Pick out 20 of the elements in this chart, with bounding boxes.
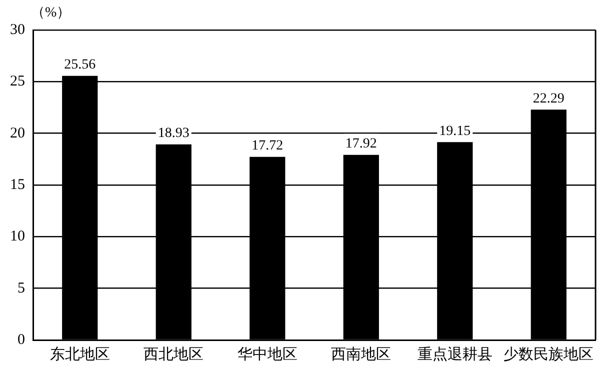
data-label: 18.93: [158, 126, 190, 142]
y-tick-label: 15: [10, 176, 25, 193]
x-tick-label: 重点退耕县: [417, 346, 492, 363]
x-tick-label: 东北地区: [50, 346, 110, 363]
x-tick-label: 西北地区: [144, 346, 204, 363]
data-label: 25.56: [64, 58, 96, 73]
data-label: 17.72: [252, 138, 284, 154]
y-tick-label: 5: [18, 280, 25, 296]
y-tick-label: 30: [10, 22, 25, 38]
y-tick-label: 20: [10, 125, 25, 142]
data-label: 17.92: [345, 136, 377, 152]
y-tick-label: 25: [10, 74, 25, 90]
data-label: 22.29: [532, 91, 564, 106]
y-axis-title: （%）: [31, 6, 71, 21]
y-tick-label: 0: [18, 332, 25, 348]
x-tick-label: 少数民族地区: [504, 346, 594, 363]
y-tick-label: 10: [10, 228, 25, 245]
x-tick-label: 华中地区: [237, 346, 298, 363]
x-tick-label: 西南地区: [331, 346, 392, 363]
data-label: 19.15: [439, 124, 471, 139]
